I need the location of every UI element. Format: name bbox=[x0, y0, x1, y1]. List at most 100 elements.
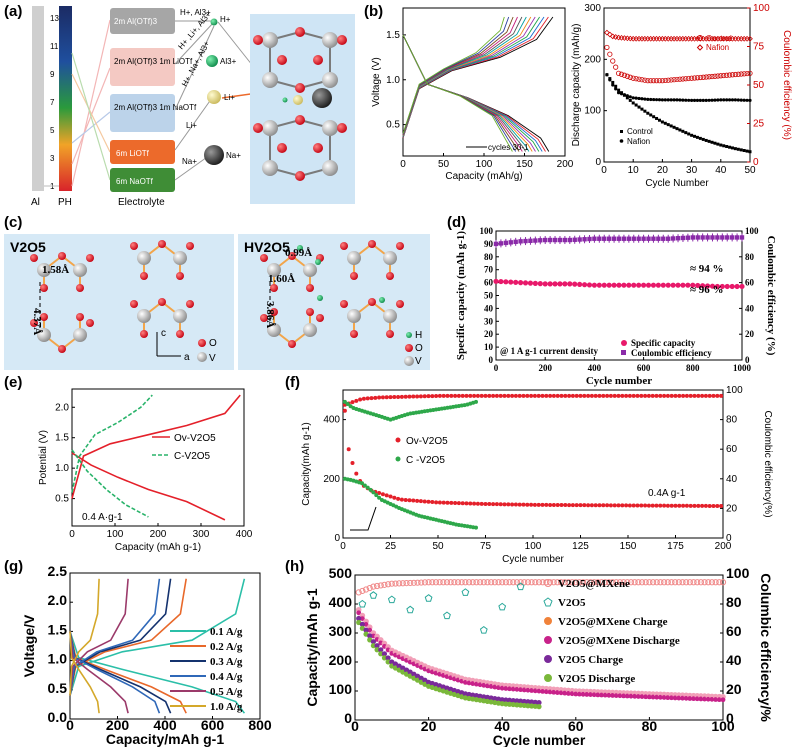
mxene-ce-point bbox=[683, 579, 690, 586]
v-atom bbox=[73, 263, 87, 277]
y2-tick-label: 100 bbox=[753, 3, 770, 14]
mxene-discharge-point bbox=[624, 693, 630, 699]
ph-tick-label: 5 bbox=[50, 126, 55, 135]
specific-capacity-point bbox=[572, 281, 578, 287]
ce-point bbox=[621, 236, 627, 241]
ov-ce-point bbox=[494, 393, 499, 398]
ov-capacity-point bbox=[418, 499, 423, 504]
ion-arrow bbox=[174, 97, 213, 151]
y2-tick-label: 0 bbox=[753, 157, 759, 168]
ce-point bbox=[562, 237, 568, 243]
x-tick-label: 600 bbox=[201, 717, 225, 733]
x-tick-label: 0 bbox=[400, 159, 406, 170]
o-atom bbox=[40, 284, 48, 292]
mxene-ce-point bbox=[624, 579, 631, 586]
x-tick-label: 150 bbox=[620, 541, 637, 552]
nafion-ce-point bbox=[606, 31, 613, 38]
ce-point bbox=[729, 235, 735, 240]
nafion-ce-point bbox=[747, 35, 753, 42]
nafion-capacity-point bbox=[733, 98, 738, 102]
ion-label: H+ bbox=[220, 15, 231, 24]
o-atom bbox=[260, 254, 268, 262]
control-capacity-point bbox=[672, 125, 676, 129]
v-atom bbox=[173, 309, 187, 323]
ov-ce-point bbox=[540, 393, 545, 398]
ce-point bbox=[715, 235, 720, 240]
v2o5-ce-point bbox=[424, 594, 433, 602]
control-capacity-point bbox=[657, 118, 661, 122]
specific-capacity-point bbox=[626, 282, 632, 288]
ce-point bbox=[508, 240, 513, 245]
control-ce-point bbox=[659, 78, 666, 84]
ph-tick-label: 11 bbox=[50, 42, 59, 51]
ov-ce-point bbox=[415, 394, 420, 399]
o-atom bbox=[396, 242, 404, 250]
ov-capacity-point bbox=[662, 503, 667, 508]
mxene-ce-point bbox=[535, 579, 543, 586]
ov-ce-point bbox=[563, 393, 568, 398]
ov-capacity-point bbox=[616, 503, 621, 508]
mxene-discharge-point bbox=[632, 693, 638, 699]
ion-arrow bbox=[174, 25, 215, 111]
ov-ce-point bbox=[662, 393, 667, 398]
control-ce-point bbox=[615, 70, 622, 76]
h-atom bbox=[297, 245, 303, 251]
ov-ce-point bbox=[624, 393, 629, 398]
x-axis-label: Cycle number bbox=[493, 732, 586, 747]
ov-ce-point bbox=[559, 393, 564, 398]
legend-ov-v2o5: Ov-V2O5 bbox=[406, 436, 448, 447]
ov-ce-point bbox=[491, 393, 496, 398]
ov-ce-point bbox=[464, 393, 469, 398]
mxene-ce-point bbox=[377, 582, 384, 589]
y-tick-label: 70 bbox=[484, 265, 494, 275]
c-capacity-point bbox=[474, 525, 478, 530]
mxene-ce-point bbox=[572, 579, 579, 586]
ov-ce-point bbox=[525, 393, 530, 398]
mxene-discharge-point bbox=[588, 692, 593, 697]
ov-capacity-point bbox=[403, 497, 408, 502]
mxene-discharge-point bbox=[702, 696, 707, 702]
ce-point bbox=[577, 237, 582, 242]
x-tick-label: 25 bbox=[385, 541, 397, 552]
v-legend-atom bbox=[404, 356, 414, 366]
x-tick-label: 10 bbox=[628, 165, 640, 176]
legend-rate-label: 0.5 A/g bbox=[210, 686, 243, 698]
y-tick-label: 400 bbox=[329, 594, 353, 610]
ov-ce-point bbox=[377, 395, 382, 400]
nafion-ce-point bbox=[677, 35, 683, 42]
mxene-ce-point bbox=[719, 579, 727, 586]
y2-axis: 0 25 50 75 100 bbox=[747, 3, 770, 168]
y-tick-label: 0.5 bbox=[55, 494, 69, 505]
ov-ce-point bbox=[551, 393, 556, 398]
ov-ce-point bbox=[479, 393, 484, 398]
mxene-ce-point bbox=[646, 579, 653, 586]
nafion-ce-point bbox=[674, 35, 680, 42]
specific-capacity-point bbox=[552, 281, 558, 287]
mxene-ce-point bbox=[499, 579, 506, 586]
ov-ce-point bbox=[605, 393, 610, 398]
ce-point bbox=[700, 235, 705, 240]
nafion-capacity-point bbox=[701, 98, 705, 102]
ov-ce-point bbox=[703, 393, 708, 398]
mxene-ce-point bbox=[672, 579, 679, 586]
control-ce-point bbox=[700, 74, 706, 80]
mxene-ce-point bbox=[690, 579, 697, 586]
y-tick-label: 200 bbox=[584, 54, 601, 65]
o-atom bbox=[306, 284, 314, 292]
charge-curve bbox=[69, 578, 246, 696]
y-tick-label: 20 bbox=[484, 329, 494, 339]
ov-capacity-point bbox=[563, 503, 568, 508]
nafion-capacity-point bbox=[619, 92, 624, 96]
ov-ce-point bbox=[422, 394, 427, 399]
v-atom bbox=[322, 72, 338, 88]
ov-ce-point bbox=[555, 393, 560, 398]
h-legend-atom bbox=[406, 332, 412, 338]
control-ce-point bbox=[709, 73, 715, 80]
y-tick-label: 0 bbox=[334, 533, 340, 544]
ov-ce-point bbox=[529, 393, 534, 398]
specific-capacity-point bbox=[567, 281, 573, 287]
legend-o: O bbox=[415, 343, 423, 354]
ov-capacity-point bbox=[506, 502, 511, 507]
ph-connector-lines bbox=[44, 19, 111, 187]
v2o5-charge-point bbox=[378, 647, 384, 653]
